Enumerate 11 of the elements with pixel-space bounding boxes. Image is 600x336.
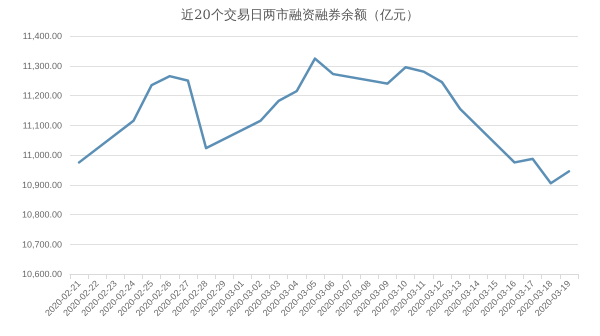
line-series (78, 57, 570, 185)
chart-title: 近20个交易日两市融资融券余额（亿元） (181, 7, 419, 23)
y-tick-label: 11,400.00 (22, 31, 62, 41)
y-tick-label: 10,700.00 (22, 239, 62, 250)
y-tick-label: 11,100.00 (22, 120, 62, 130)
y-tick-label: 11,200.00 (22, 90, 62, 100)
y-tick-label: 11,300.00 (22, 60, 62, 71)
y-tick-label: 10,900.00 (22, 180, 62, 190)
y-tick-label: 10,800.00 (22, 210, 62, 220)
y-tick-label: 11,000.00 (22, 150, 62, 160)
y-tick-label: 10,600.00 (22, 269, 62, 279)
